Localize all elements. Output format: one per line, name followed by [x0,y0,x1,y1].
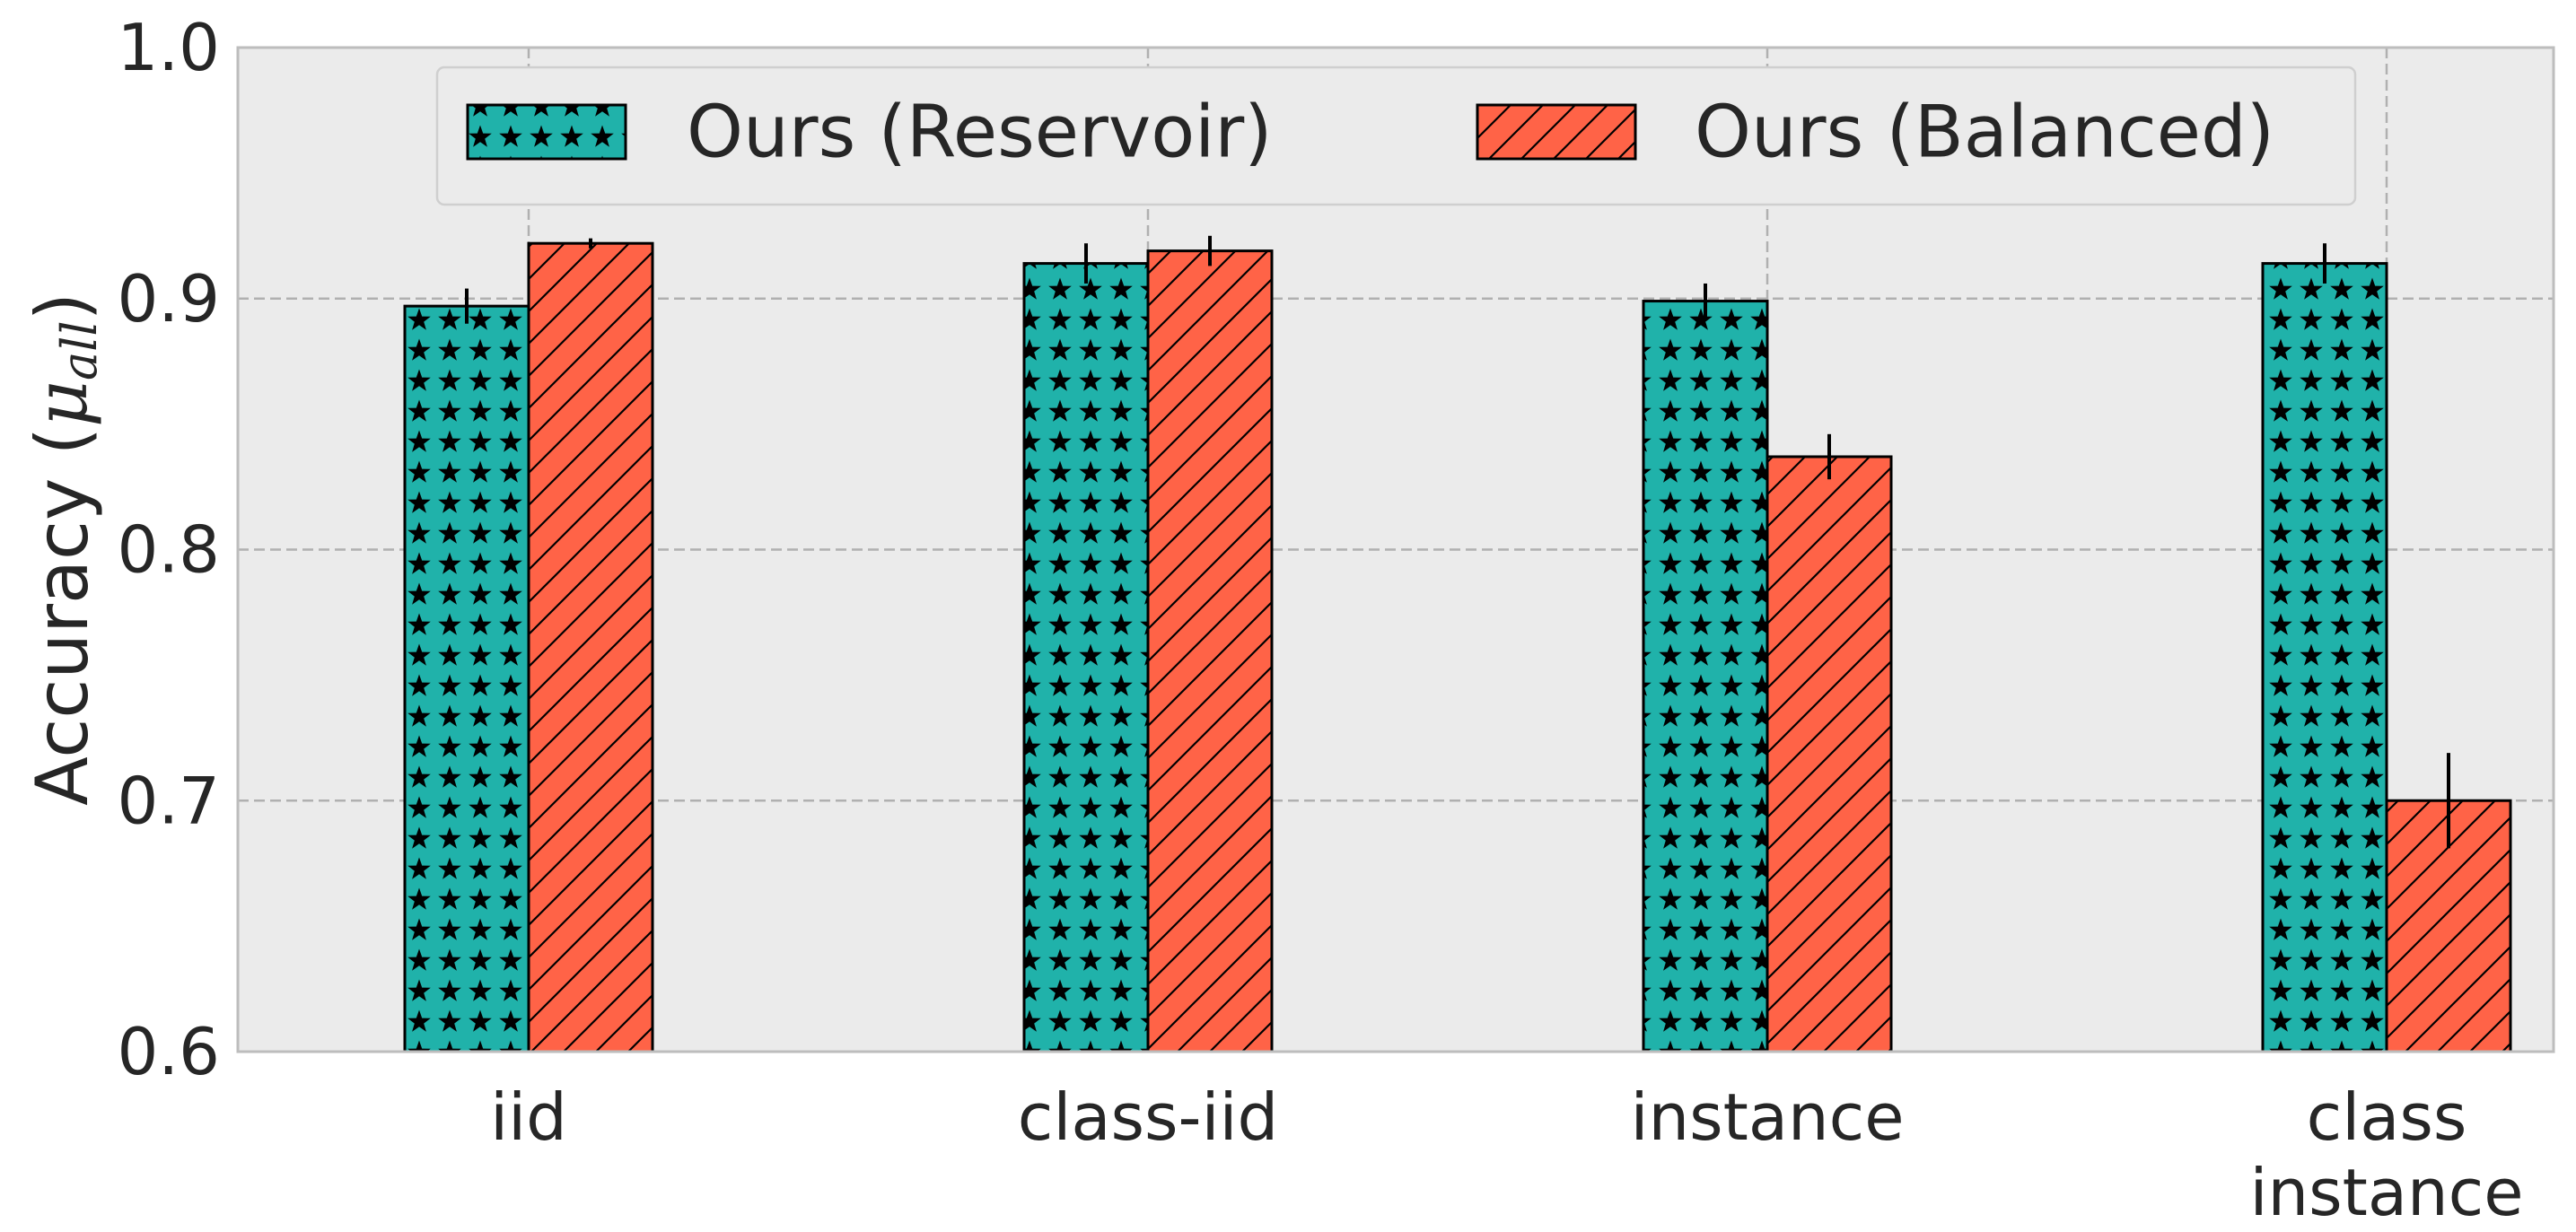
legend-swatch-reservoir [466,103,627,161]
y-tick-label: 0.6 [117,1014,220,1089]
y-axis-label: Accuracy (μall) [20,293,108,806]
y-axis-label-close: ) [21,293,104,320]
x-tick-label: iid [490,1079,567,1155]
legend-label-reservoir: Ours (Reservoir) [687,91,1273,174]
legend-label-balanced: Ours (Balanced) [1695,91,2274,174]
y-tick-label: 0.8 [117,512,220,588]
bar-reservoir-1 [1022,262,1150,1053]
y-axis: 0.6 0.7 0.8 0.9 1.0 [117,10,220,1089]
bar-reservoir-2 [1642,300,1769,1053]
y-tick-label: 0.7 [117,763,220,838]
y-axis-label-text: Accuracy ( [21,427,104,806]
bars [403,241,2512,1053]
y-axis-label-math: μ [20,380,103,427]
error-bars [465,235,2450,849]
bar-balanced-2 [1766,455,1893,1053]
y-tick-label: 1.0 [117,10,220,85]
y-axis-label-math-sub: all [51,320,108,380]
plot-frame [236,46,2555,1053]
x-tick-label: class-iid [1018,1079,1278,1155]
bar-reservoir-3 [2261,262,2388,1053]
x-tick-label: class instance [2249,1079,2523,1228]
x-tick-label-line: instance [1630,1079,1904,1155]
bar-balanced-1 [1146,249,1274,1053]
legend: Ours (Reservoir) Ours (Balanced) [435,66,2357,206]
legend-swatch-balanced [1476,103,1637,161]
x-tick-label: instance [1630,1079,1904,1155]
bar-reservoir-0 [403,304,530,1053]
x-tick-label-line: instance [2249,1155,2523,1228]
x-tick-label-line: class-iid [1018,1079,1278,1155]
legend-frame [435,66,2357,206]
x-axis: iid class-iid instance class instance [490,1079,2523,1230]
x-tick-label-line: class [2307,1079,2467,1155]
x-tick-label-line: iid [490,1079,567,1155]
bar-balanced-0 [527,241,654,1053]
y-tick-label: 0.9 [117,261,220,336]
